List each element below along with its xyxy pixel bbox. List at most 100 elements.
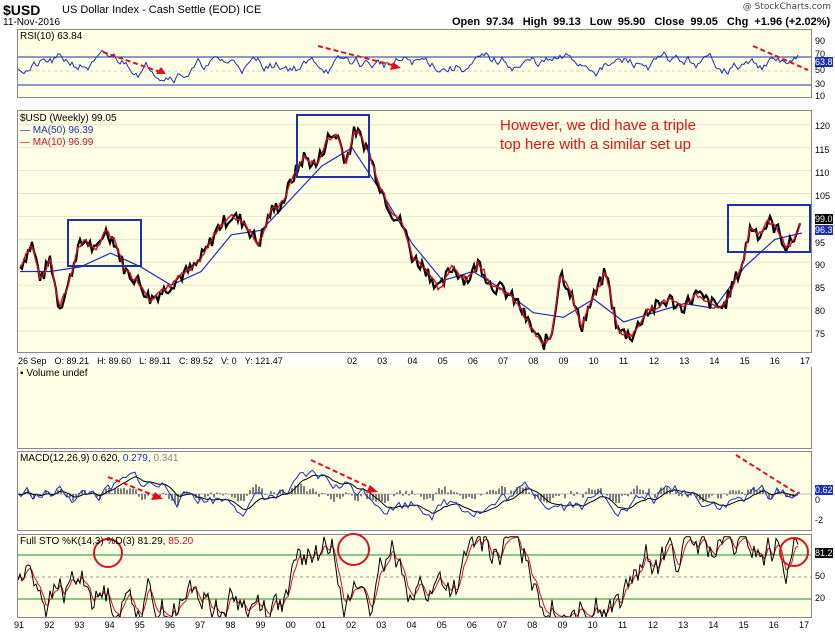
price-tick-90: 90 [815, 260, 826, 270]
price-tick-110: 110 [815, 168, 830, 178]
triple-top-box [296, 114, 370, 178]
x-tick-bottom-08: 08 [527, 620, 538, 630]
x-tick-bottom-13: 13 [678, 620, 689, 630]
volume-panel: ▪ Volume undef [17, 367, 812, 449]
x-tick-bottom-93: 93 [74, 620, 85, 630]
macd-signal-line [18, 474, 799, 514]
x-tick-top-09: 09 [558, 356, 569, 366]
rsi-plot [18, 45, 811, 86]
rsi-legend: RSI(10) 63.84 [20, 31, 83, 42]
x-tick-bottom-01: 01 [315, 620, 326, 630]
x-tick-bottom-06: 06 [466, 620, 477, 630]
x-tick-bottom-96: 96 [164, 620, 175, 630]
sto-circle-2016 [779, 537, 809, 567]
low-label: Low [589, 16, 612, 28]
rsi-tick-90: 90 [815, 36, 826, 46]
info-open: O: 89.21 [54, 356, 90, 366]
ma10-legend-text: MA(10) 96.99 [32, 137, 94, 148]
macd-line [18, 469, 799, 522]
x-tick-top-17: 17 [800, 356, 811, 366]
sto-tick-current: 81.2 [815, 548, 833, 558]
x-tick-top-11: 11 [618, 356, 629, 366]
info-y: Y: 121.47 [244, 356, 283, 366]
chart-date: 11-Nov-2016 [3, 17, 61, 28]
x-tick-top-04: 04 [407, 356, 418, 366]
volume-legend: ▪ Volume undef [20, 368, 88, 379]
x-tick-bottom-17: 17 [799, 620, 810, 630]
chg-value: +1.96 (+2.02%) [754, 16, 831, 28]
x-tick-top-15: 15 [739, 356, 750, 366]
sto-panel: Full STO %K(14,3) %D(3) 81.29, 85.20 [17, 534, 812, 618]
ma10-legend: — MA(10) 96.99 [20, 137, 94, 148]
sto-legend: Full STO %K(14,3) %D(3) 81.29, 85.20 [20, 536, 193, 547]
annotation-line-2: top here with a similar set up [500, 136, 691, 153]
rsi-tick-30: 30 [815, 79, 826, 89]
x-tick-bottom-03: 03 [376, 620, 387, 630]
x-tick-top-16: 16 [769, 356, 780, 366]
x-tick-top-06: 06 [467, 356, 478, 366]
x-tick-bottom-11: 11 [617, 620, 628, 630]
x-tick-top-03: 03 [377, 356, 388, 366]
price-tick-75: 75 [815, 329, 826, 339]
annotation-line-1: However, we did have a triple [500, 117, 696, 134]
info-volume: V: 0 [221, 356, 237, 366]
price-tag-last: 99.0 [815, 214, 833, 224]
macd-panel: MACD(12,26,9) 0.620, 0.279, 0.341 [17, 451, 812, 531]
x-tick-bottom-91: 91 [14, 620, 25, 630]
rsi-panel: RSI(10) 63.84 [17, 29, 812, 98]
macd-axis: 0.62 0 -2 [812, 451, 835, 531]
range-box-1993 [67, 219, 142, 267]
price-tick-80: 80 [815, 306, 826, 316]
current-range-box [727, 204, 811, 253]
x-tick-top-12: 12 [649, 356, 660, 366]
rsi-tick-50: 50 [815, 65, 826, 75]
rsi-axis: 90 70 63.8 50 30 10 [812, 29, 835, 101]
close-value: 99.05 [690, 16, 718, 28]
x-tick-bottom-97: 97 [195, 620, 206, 630]
macd-legend-b: 0.279, [122, 453, 151, 464]
open-label: Open [452, 16, 481, 28]
open-value: 97.34 [486, 16, 514, 28]
price-tag-ma: 96.3 [815, 225, 833, 235]
sto-circle-1994 [93, 538, 123, 568]
macd-legend-c: 0.341 [153, 453, 179, 464]
macd-tick-0: 0 [815, 495, 821, 505]
sto-circle-2002 [337, 533, 370, 566]
x-tick-bottom-98: 98 [225, 620, 236, 630]
x-tick-bottom-07: 07 [497, 620, 508, 630]
rsi-tick-70: 70 [815, 49, 826, 59]
x-tick-top-08: 08 [528, 356, 539, 366]
x-tick-bottom-95: 95 [134, 620, 145, 630]
x-tick-top-10: 10 [588, 356, 599, 366]
price-panel: $USD (Weekly) 99.05 — MA(50) 96.39 — MA(… [17, 110, 812, 353]
x-tick-bottom-05: 05 [436, 620, 447, 630]
info-high: H: 89.60 [97, 356, 132, 366]
x-tick-bottom-92: 92 [44, 620, 55, 630]
x-tick-top-13: 13 [679, 356, 690, 366]
sto-legend-a: Full STO %K(14,3) %D(3) 81.29, [20, 536, 166, 547]
sto-axis: 81.2 50 20 [812, 534, 835, 618]
x-tick-bottom-04: 04 [406, 620, 417, 630]
ma50-legend-text: MA(50) 96.39 [32, 125, 94, 136]
sto-legend-b: 85.20 [168, 536, 194, 547]
x-tick-bottom-10: 10 [587, 620, 598, 630]
rsi-tick-10: 10 [815, 91, 826, 101]
info-low: L: 89.11 [139, 356, 171, 366]
info-close: C: 89.52 [178, 356, 213, 366]
chg-label: Chg [726, 16, 749, 28]
macd-tick-current: 0.62 [815, 485, 833, 495]
x-tick-bottom-12: 12 [648, 620, 659, 630]
ma50-legend: — MA(50) 96.39 [20, 125, 94, 136]
high-label: High [522, 16, 548, 28]
description: US Dollar Index - Cash Settle (EOD) ICE [62, 4, 261, 16]
x-tick-top-07: 07 [498, 356, 509, 366]
x-tick-bottom-02: 02 [346, 620, 357, 630]
price-plot [18, 124, 811, 351]
close-label: Close [654, 16, 685, 28]
price-tick-105: 105 [815, 191, 831, 201]
sto-plot [18, 535, 811, 617]
info-date: 26 Sep [18, 356, 47, 366]
macd-legend-a: MACD(12,26,9) 0.620, [20, 453, 121, 464]
x-tick-bottom-14: 14 [708, 620, 719, 630]
price-tick-120: 120 [815, 121, 831, 131]
